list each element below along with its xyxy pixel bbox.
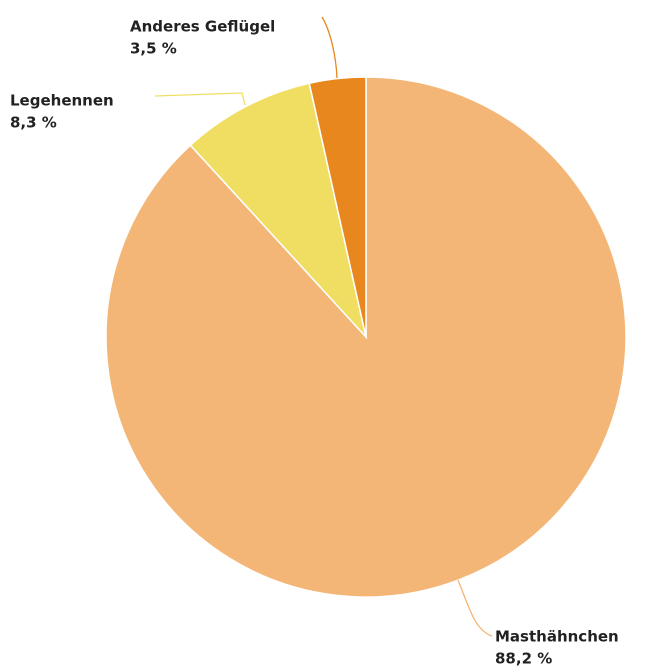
slice-value-label: 88,2 %	[495, 650, 552, 666]
slice-label: Legehennen	[10, 92, 114, 110]
slice-value-label: 3,5 %	[130, 40, 177, 58]
connector	[321, 16, 338, 79]
connector	[154, 92, 246, 106]
connector	[457, 579, 493, 637]
pie-slice	[308, 76, 367, 338]
slice-label: Masthähnchen	[495, 628, 619, 646]
pie-slice	[189, 82, 368, 340]
slice-label: Anderes Geflügel	[130, 18, 275, 36]
slice-value-label: 8,3 %	[10, 114, 57, 132]
